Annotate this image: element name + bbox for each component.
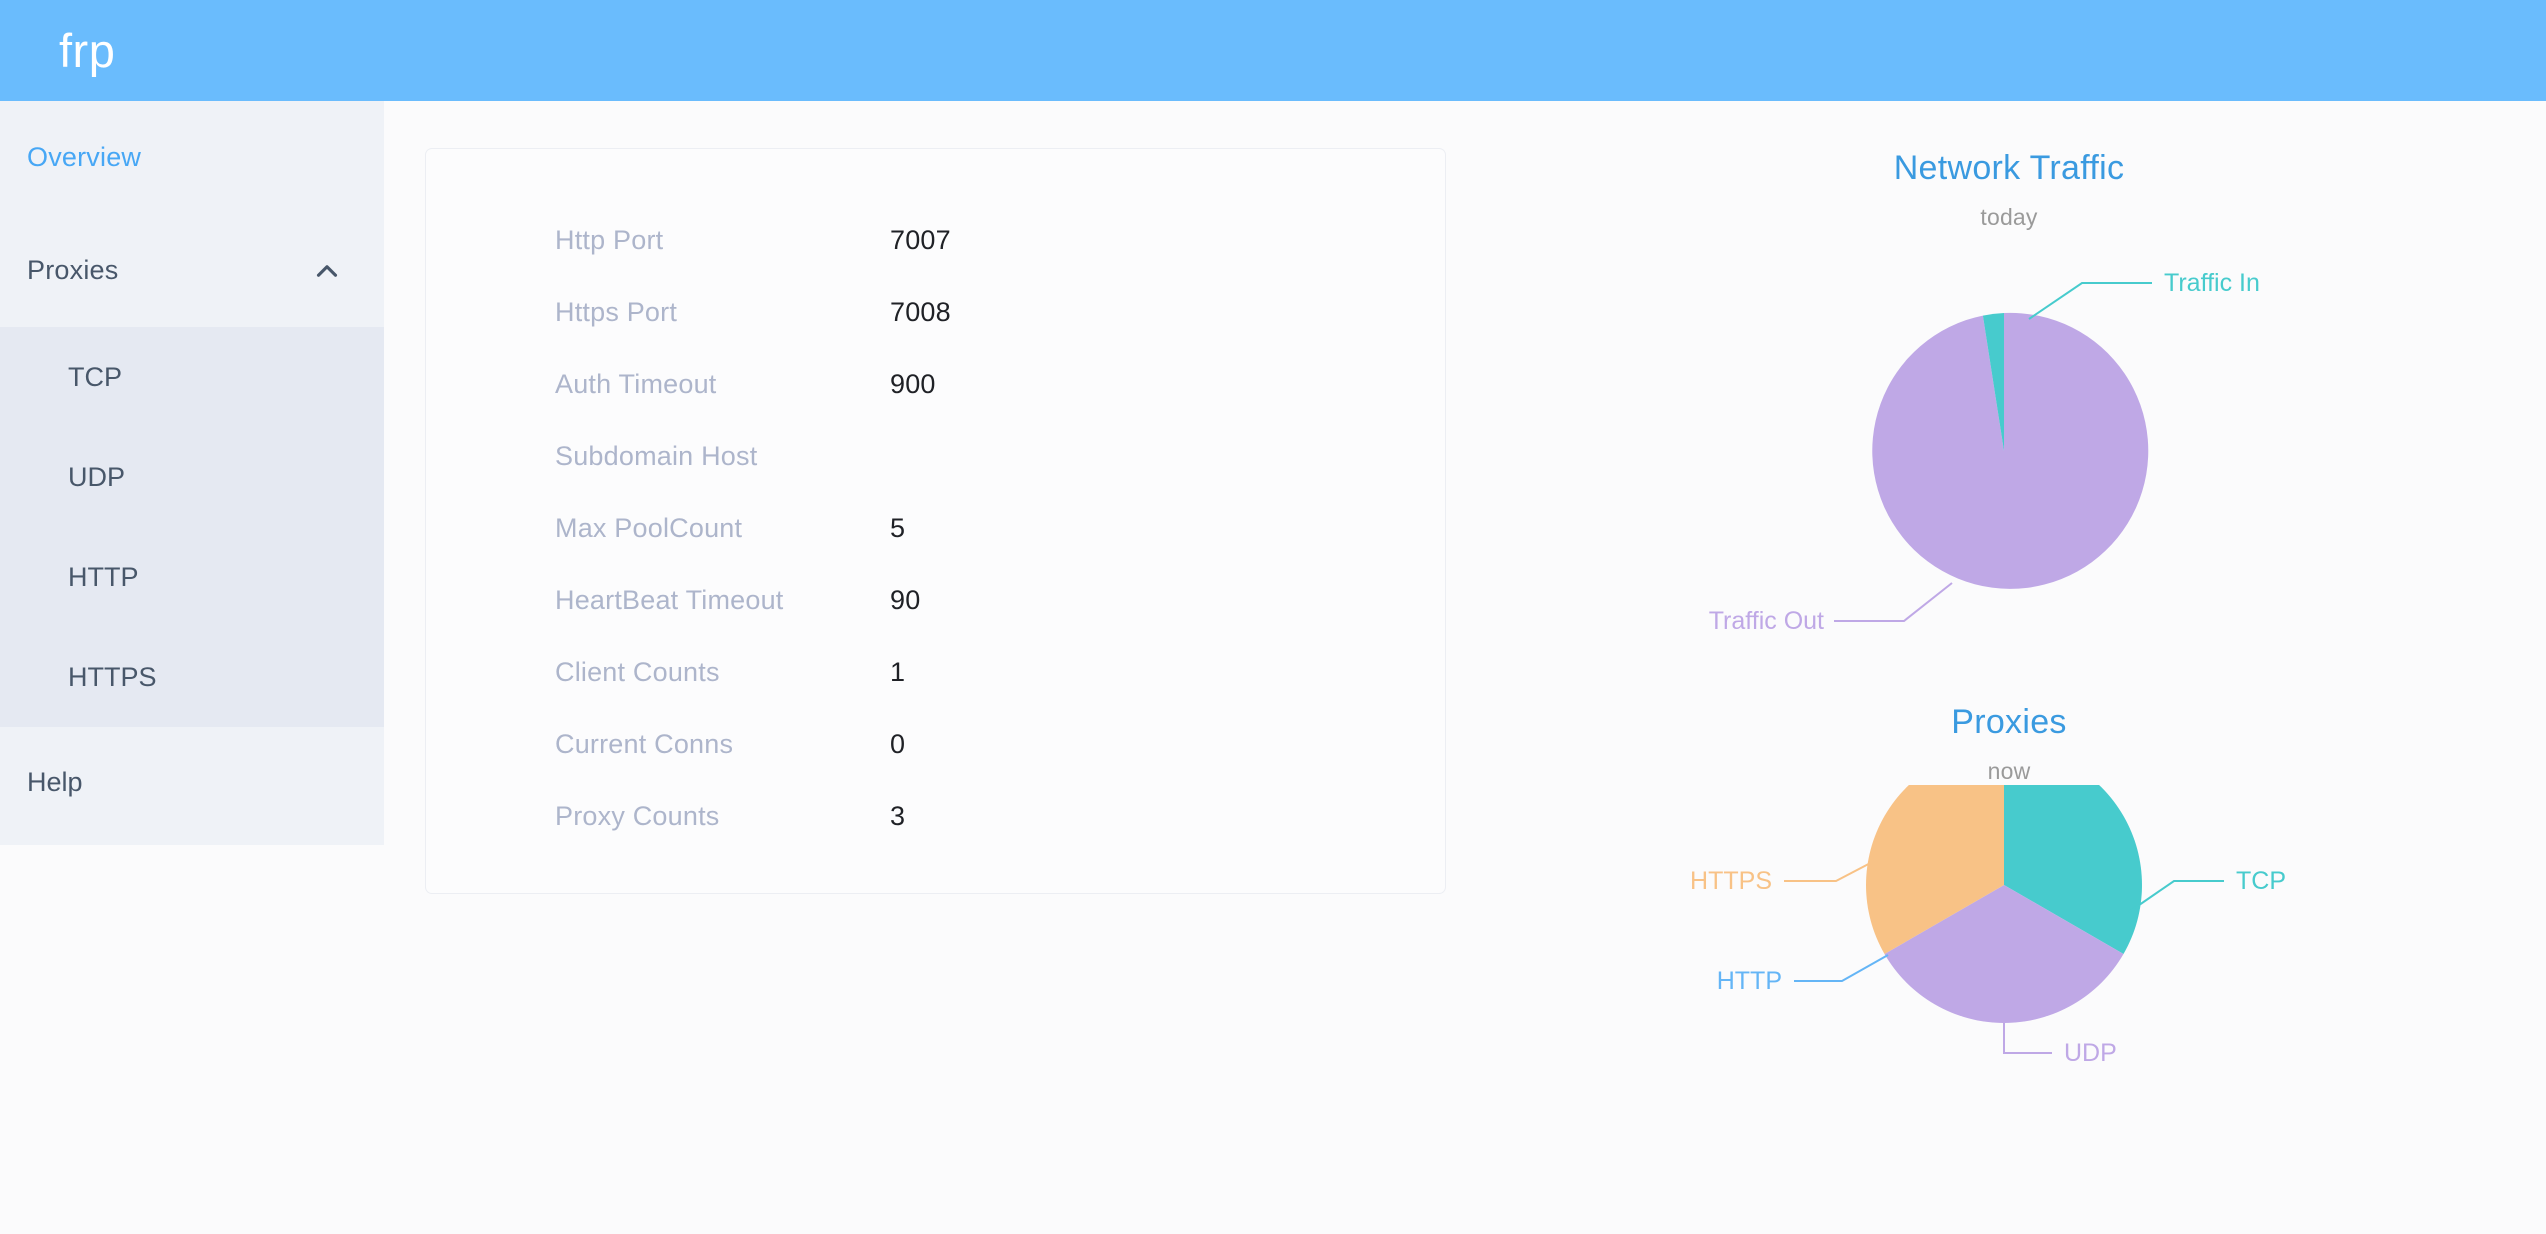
pie-slice-traffic-in: [1982, 313, 2004, 451]
pie-slice-https: [1866, 785, 2004, 954]
sidebar-item-label: Overview: [27, 142, 142, 172]
table-row: Proxy Counts 3: [426, 780, 1445, 852]
sidebar-item-label: TCP: [68, 361, 122, 392]
udp-leader-line: [2003, 1023, 2052, 1054]
charts-column: Network Traffic today Traffic In Traffic…: [1484, 101, 2534, 1234]
https-leader-line: [1784, 857, 1881, 882]
row-label: Auth Timeout: [555, 368, 717, 399]
row-value: 90: [890, 584, 921, 615]
sidebar-item-http[interactable]: HTTP: [0, 527, 384, 627]
row-label: Proxy Counts: [555, 800, 720, 831]
table-row: Auth Timeout 900: [426, 348, 1445, 420]
table-row: Https Port 7008: [426, 276, 1445, 348]
sidebar-item-label: Proxies: [27, 255, 119, 285]
chart-title: Network Traffic: [1893, 149, 2125, 187]
traffic-out-label: Traffic Out: [1709, 607, 1824, 635]
chart-subtitle: now: [1987, 758, 2031, 784]
sidebar-item-label: HTTPS: [68, 661, 157, 692]
chart-subtitle: today: [1980, 204, 2038, 230]
sidebar-item-label: Help: [27, 766, 83, 797]
tcp-leader-line: [2128, 880, 2224, 913]
row-value: 1: [890, 656, 906, 687]
udp-label: UDP: [2064, 1039, 2117, 1067]
server-info-card: Http Port 7007 Https Port 7008 Auth Time…: [425, 148, 1446, 894]
table-row: Subdomain Host: [426, 420, 1445, 492]
app-header: frp: [0, 0, 2546, 101]
proxies-submenu: TCP UDP HTTP HTTPS: [0, 327, 384, 727]
row-label: Https Port: [555, 296, 678, 327]
table-row: Http Port 7007: [426, 204, 1445, 276]
sidebar: Overview Proxies TCP UDP HTTP HTTPS: [0, 101, 384, 845]
pie-slice-traffic-out: [1872, 312, 2149, 589]
row-value: 7008: [890, 296, 951, 327]
row-label: Subdomain Host: [555, 440, 758, 471]
table-row: Current Conns 0: [426, 708, 1445, 780]
sidebar-item-tcp[interactable]: TCP: [0, 327, 384, 427]
traffic-out-leader-line: [1834, 582, 1953, 622]
traffic-pie-wrap: Traffic In Traffic Out: [1484, 231, 2534, 671]
row-label: Http Port: [555, 224, 664, 255]
row-label: Current Conns: [555, 728, 734, 759]
traffic-in-label: Traffic In: [2164, 269, 2260, 297]
sidebar-item-proxies[interactable]: Proxies: [0, 214, 384, 327]
row-label: HeartBeat Timeout: [555, 584, 784, 615]
row-label: Client Counts: [555, 656, 720, 687]
pie-slice-udp: [1884, 885, 2124, 1023]
pie-slice-tcp: [2004, 785, 2142, 954]
row-label: Max PoolCount: [555, 512, 743, 543]
http-leader-line: [1794, 954, 1889, 982]
proxies-pie-svg: TCP HTTPS HTTP UDP: [1690, 785, 2286, 1067]
row-value: 3: [890, 800, 906, 831]
sidebar-item-https[interactable]: HTTPS: [0, 627, 384, 727]
row-value: 0: [890, 728, 906, 759]
main-content: Http Port 7007 Https Port 7008 Auth Time…: [384, 101, 2546, 1234]
traffic-in-leader-line: [2028, 282, 2152, 320]
sidebar-item-label: UDP: [68, 461, 126, 492]
https-label: HTTPS: [1690, 867, 1772, 895]
traffic-pie-svg: Traffic In Traffic Out: [1709, 269, 2260, 635]
sidebar-item-overview[interactable]: Overview: [0, 101, 384, 214]
proxies-chart: Proxies now TCP: [1484, 671, 2534, 1115]
network-traffic-chart: Network Traffic today Traffic In Traffic…: [1484, 101, 2534, 671]
table-row: HeartBeat Timeout 90: [426, 564, 1445, 636]
proxies-pie-wrap: TCP HTTPS HTTP UDP: [1484, 785, 2534, 1115]
server-info-list: Http Port 7007 Https Port 7008 Auth Time…: [426, 149, 1445, 852]
sidebar-item-help[interactable]: Help: [0, 727, 384, 837]
row-value: 7007: [890, 224, 951, 255]
chevron-up-icon[interactable]: [310, 254, 344, 288]
table-row: Client Counts 1: [426, 636, 1445, 708]
row-value: 5: [890, 512, 906, 543]
tcp-label: TCP: [2236, 867, 2286, 895]
http-label: HTTP: [1717, 967, 1782, 995]
sidebar-item-udp[interactable]: UDP: [0, 427, 384, 527]
row-value: 900: [890, 368, 936, 399]
app-brand: frp: [59, 24, 116, 77]
chart-title: Proxies: [1951, 703, 2067, 741]
sidebar-item-label: HTTP: [68, 561, 139, 592]
table-row: Max PoolCount 5: [426, 492, 1445, 564]
